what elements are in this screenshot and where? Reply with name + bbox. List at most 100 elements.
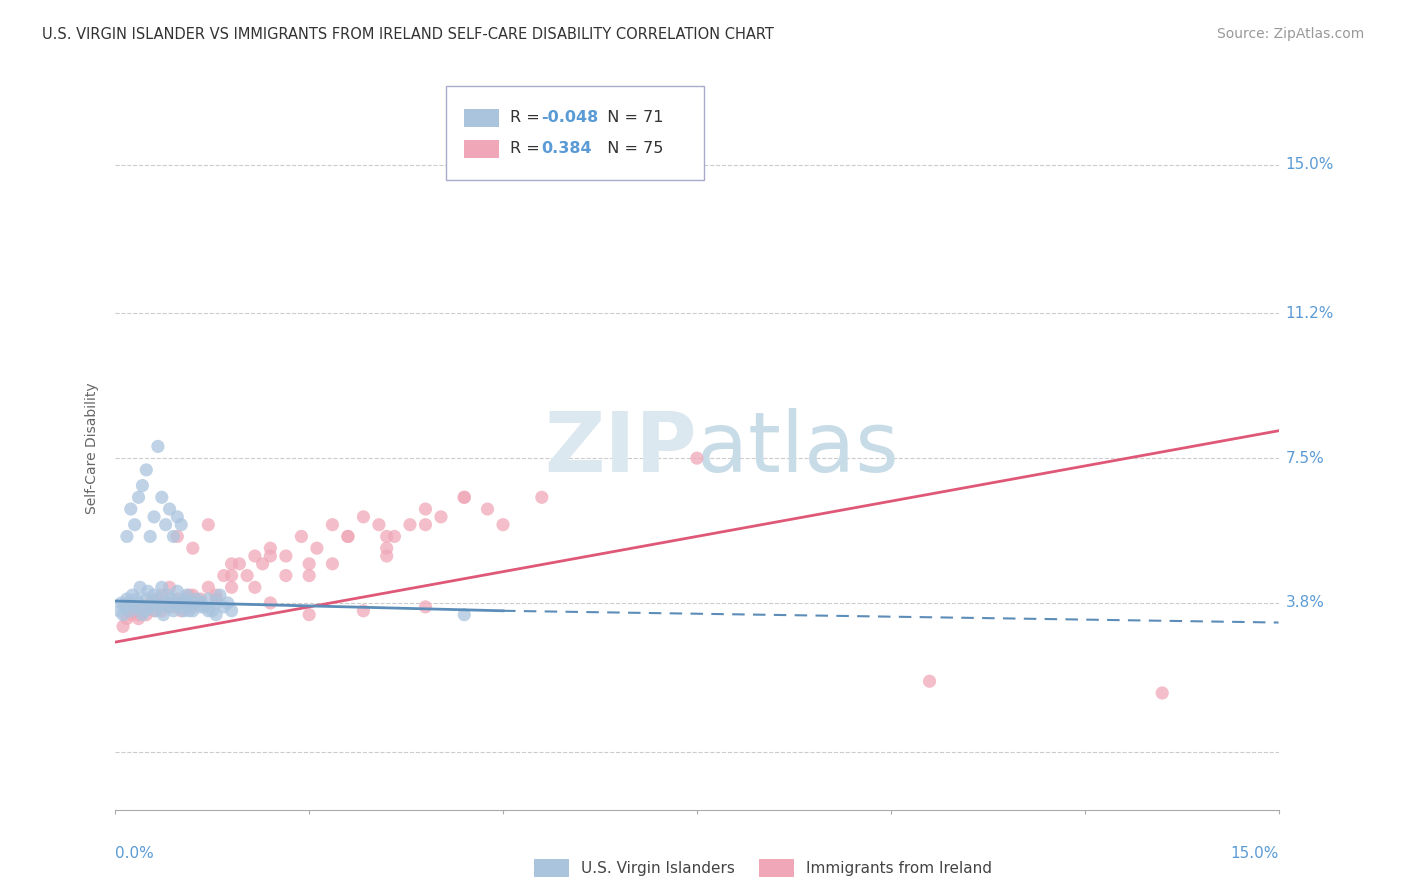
Point [166,509,188,524]
Point [128,612,150,626]
Text: 3.8%: 3.8% [1285,596,1324,610]
Point [125,592,148,607]
Point [399,517,422,532]
Point [120,607,142,622]
Point [918,674,941,689]
Text: -0.048: -0.048 [541,110,599,125]
Point [201,604,224,618]
Point [174,596,197,610]
Point [150,491,173,505]
Point [217,596,239,610]
Point [115,529,138,543]
Point [321,517,343,532]
Point [124,599,146,614]
Point [150,604,173,618]
Point [453,607,475,622]
Point [453,491,475,505]
Point [159,580,181,594]
Point [290,529,312,543]
Point [173,604,195,618]
Point [174,596,197,610]
Point [221,557,243,571]
Point [190,599,212,614]
Point [155,596,177,610]
Point [181,541,204,556]
Point [186,592,208,607]
Point [131,478,153,492]
Point [205,596,228,610]
Point [120,502,142,516]
Point [352,604,374,618]
Point [259,549,281,563]
Point [180,596,202,610]
Point [143,588,166,602]
Y-axis label: Self-Care Disability: Self-Care Disability [86,383,100,514]
Point [166,592,188,607]
Text: 11.2%: 11.2% [1285,306,1334,321]
Point [243,580,266,594]
Text: R =: R = [510,110,546,125]
Point [146,592,169,607]
Text: ZIP: ZIP [544,408,697,489]
Point [221,580,243,594]
Point [131,599,153,614]
Text: Immigrants from Ireland: Immigrants from Ireland [806,861,991,876]
Point [352,509,374,524]
Point [274,549,297,563]
Point [193,599,215,614]
Point [134,604,156,618]
Point [177,604,200,618]
Point [139,529,162,543]
Point [221,568,243,582]
Point [112,607,135,622]
Point [136,584,159,599]
Point [181,588,204,602]
Point [128,607,150,622]
Point [384,529,406,543]
Text: Source: ZipAtlas.com: Source: ZipAtlas.com [1216,27,1364,41]
Point [205,607,228,622]
Point [150,580,173,594]
Point [274,568,297,582]
Point [114,599,136,614]
Point [212,599,235,614]
Point [415,599,437,614]
Point [115,592,138,607]
Point [150,588,173,602]
Point [120,604,142,618]
Text: U.S. Virgin Islanders: U.S. Virgin Islanders [581,861,734,876]
Point [167,599,190,614]
Point [162,604,184,618]
Point [156,588,179,602]
Point [118,596,141,610]
Point [170,604,193,618]
Point [110,596,132,610]
Point [162,599,184,614]
Point [135,607,157,622]
Point [176,588,198,602]
Point [208,588,231,602]
Point [146,439,169,453]
Text: atlas: atlas [697,408,898,489]
Point [252,557,274,571]
Point [131,607,153,622]
Point [298,607,321,622]
Point [190,592,212,607]
Point [177,588,200,602]
Point [129,580,152,594]
Text: 15.0%: 15.0% [1285,157,1334,172]
Point [174,592,197,607]
Point [135,592,157,607]
Point [415,502,437,516]
Point [124,604,146,618]
Point [321,557,343,571]
Text: R =: R = [510,141,546,156]
Point [375,529,398,543]
Text: 0.0%: 0.0% [115,847,155,861]
Point [115,612,138,626]
Point [190,596,212,610]
Point [1152,686,1174,700]
Point [415,517,437,532]
Point [368,517,391,532]
Point [145,604,167,618]
